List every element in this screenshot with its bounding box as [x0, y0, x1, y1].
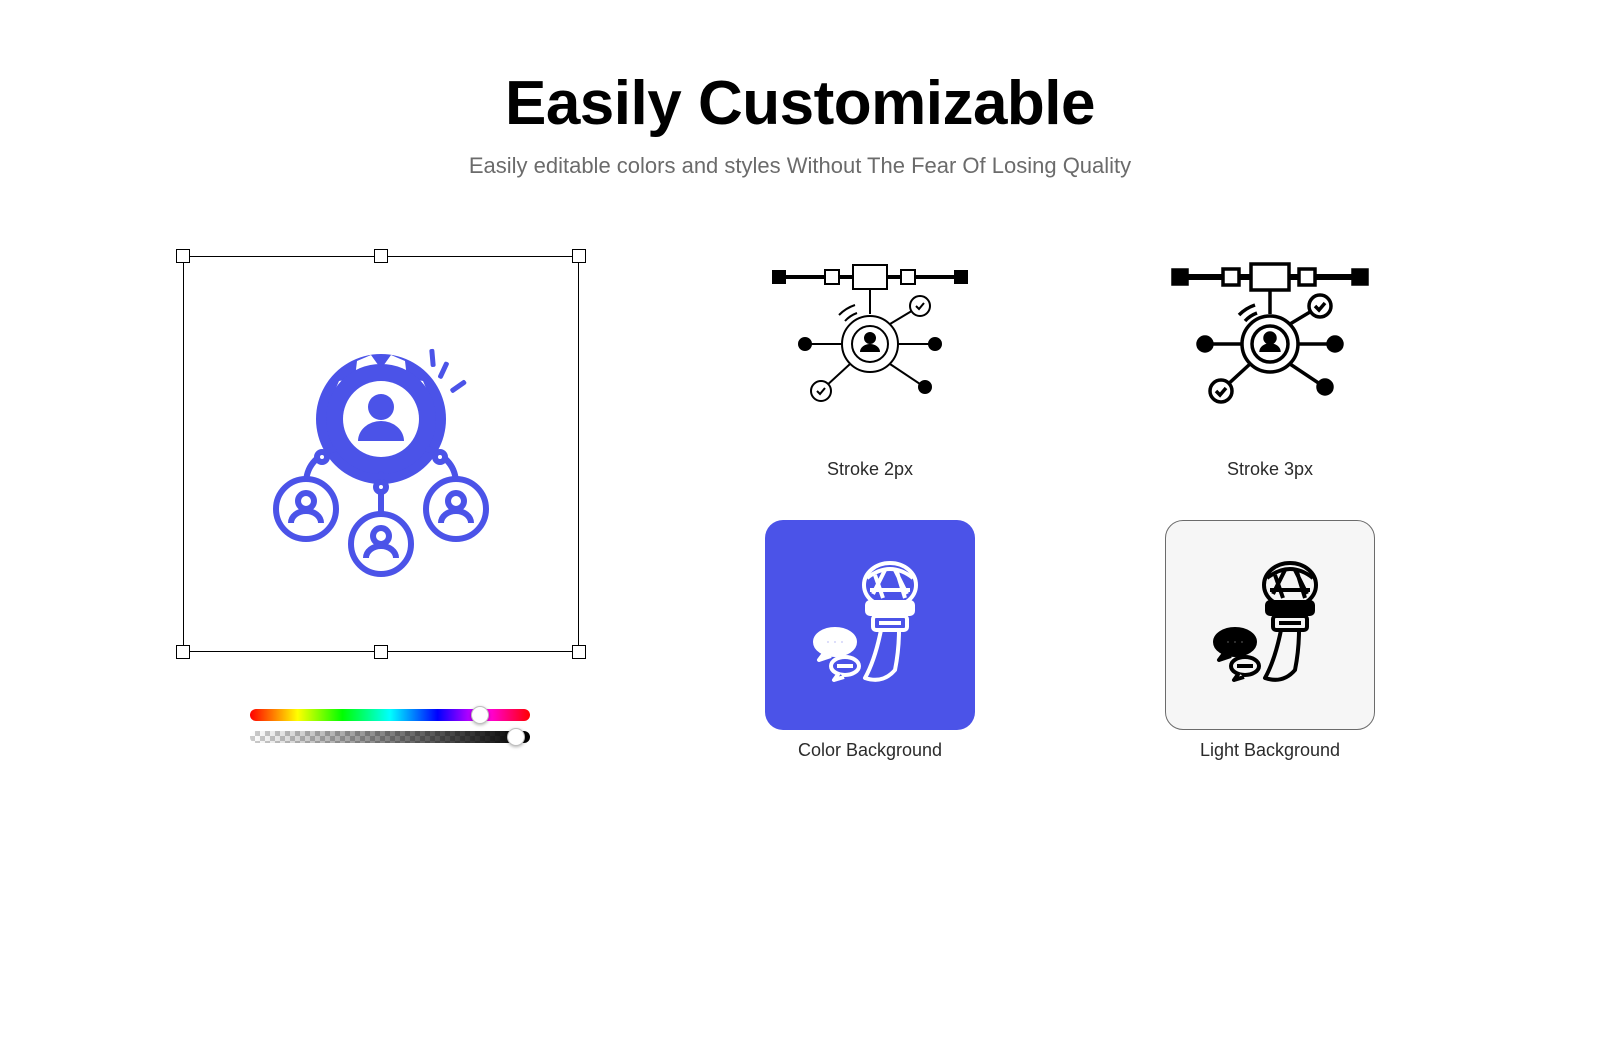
page-title: Easily Customizable	[0, 68, 1600, 139]
brightness-slider[interactable]	[250, 731, 530, 743]
affiliate-network-icon	[765, 259, 975, 439]
light-background-tile	[1165, 520, 1375, 730]
sample-label: Stroke 2px	[710, 459, 1030, 480]
microphone-speech-icon	[795, 550, 945, 700]
user-gear-network-icon	[236, 309, 526, 599]
hue-slider[interactable]	[250, 709, 530, 721]
affiliate-network-icon	[1165, 259, 1375, 439]
brightness-slider-thumb[interactable]	[507, 728, 525, 746]
icon-bounding-box[interactable]	[176, 249, 586, 659]
sample-label: Stroke 3px	[1110, 459, 1430, 480]
page-subtitle: Easily editable colors and styles Withou…	[0, 153, 1600, 179]
color-background-tile	[765, 520, 975, 730]
hue-slider-thumb[interactable]	[471, 706, 489, 724]
sample-label: Color Background	[710, 740, 1030, 761]
microphone-speech-icon	[1195, 550, 1345, 700]
sample-label: Light Background	[1110, 740, 1430, 761]
